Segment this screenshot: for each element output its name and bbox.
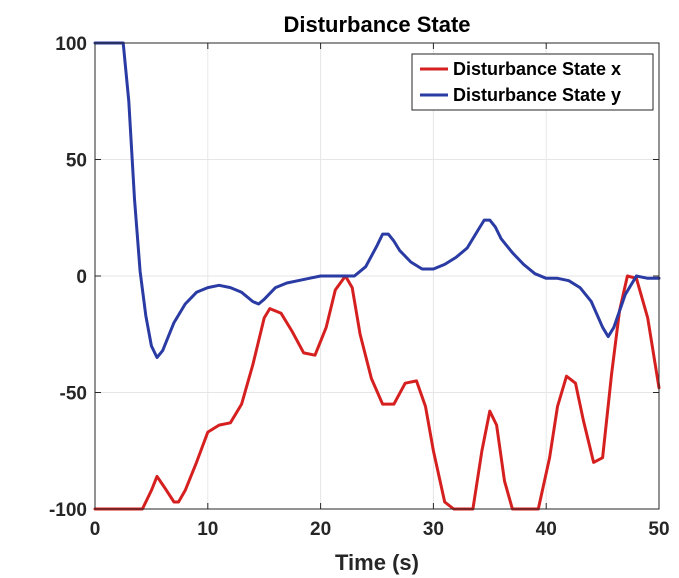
x-tick-label: 10 (197, 519, 218, 540)
y-tick-label: 50 (66, 151, 87, 172)
x-tick-label: 0 (90, 519, 101, 540)
x-tick-label: 50 (648, 519, 669, 540)
chart-title: Disturbance State (283, 12, 470, 37)
x-axis-label: Time (s) (335, 550, 419, 575)
series-line-y (93, 41, 661, 359)
tick-layer: 0 10 20 30 40 50 -100 -50 0 50 100 (49, 34, 670, 540)
x-tick-label: 30 (423, 519, 444, 540)
legend-box (411, 53, 654, 111)
y-tick-label: 100 (55, 34, 87, 55)
series-line-x (93, 274, 661, 511)
y-tick-label: 0 (76, 267, 87, 288)
x-tick-label: 40 (536, 519, 557, 540)
legend: Disturbance State x Disturbance State y (411, 53, 654, 111)
legend-entry: Disturbance State x (453, 59, 621, 79)
legend-entry: Disturbance State y (453, 85, 621, 105)
series-layer (93, 41, 661, 511)
x-tick-label: 20 (310, 519, 331, 540)
y-tick-label: -50 (60, 384, 87, 405)
y-tick-label: -100 (49, 500, 87, 521)
